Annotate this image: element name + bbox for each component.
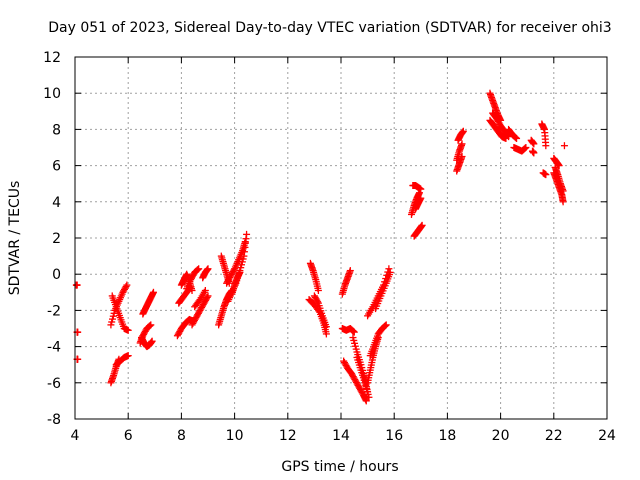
data-point bbox=[555, 162, 563, 170]
data-point bbox=[350, 328, 358, 336]
x-tick-label: 24 bbox=[598, 428, 616, 444]
data-point bbox=[124, 352, 132, 360]
data-point bbox=[511, 133, 519, 141]
y-tick-label: 0 bbox=[52, 267, 61, 283]
data-point bbox=[204, 265, 212, 273]
data-point bbox=[230, 266, 238, 274]
data-point bbox=[122, 283, 130, 291]
data-points bbox=[72, 89, 568, 405]
chart-title: Day 051 of 2023, Sidereal Day-to-day VTE… bbox=[48, 20, 611, 36]
data-point bbox=[322, 323, 330, 331]
data-point bbox=[204, 292, 212, 300]
y-tick-label: -2 bbox=[47, 303, 61, 319]
data-point bbox=[520, 145, 528, 153]
x-tick-label: 16 bbox=[385, 428, 403, 444]
y-tick-label: -6 bbox=[47, 376, 61, 392]
y-tick-label: -4 bbox=[47, 340, 61, 356]
data-point bbox=[346, 267, 354, 275]
x-tick-label: 6 bbox=[124, 428, 133, 444]
x-tick-label: 10 bbox=[226, 428, 244, 444]
data-point bbox=[149, 288, 157, 296]
y-tick-label: 6 bbox=[52, 159, 61, 175]
data-point bbox=[194, 265, 202, 273]
data-point bbox=[542, 171, 550, 179]
data-point bbox=[195, 265, 203, 273]
data-point bbox=[381, 322, 389, 330]
data-point bbox=[559, 198, 567, 206]
data-point bbox=[203, 293, 211, 301]
y-tick-label: -8 bbox=[47, 412, 61, 428]
y-tick-label: 10 bbox=[43, 86, 61, 102]
data-point bbox=[362, 397, 370, 405]
data-point bbox=[365, 393, 373, 401]
y-tick-label: 12 bbox=[43, 50, 61, 66]
data-point bbox=[559, 187, 567, 195]
axis-ticks bbox=[74, 56, 608, 420]
y-tick-label: 4 bbox=[52, 195, 61, 211]
data-point bbox=[201, 286, 209, 294]
x-tick-label: 4 bbox=[71, 428, 80, 444]
data-point bbox=[188, 286, 196, 294]
x-tick-label: 20 bbox=[492, 428, 510, 444]
x-tick-label: 8 bbox=[177, 428, 186, 444]
data-point bbox=[458, 140, 466, 148]
data-point bbox=[386, 268, 394, 276]
data-point bbox=[522, 144, 530, 151]
data-point bbox=[236, 268, 244, 276]
data-point bbox=[147, 321, 155, 329]
y-axis-label: SDTVAR / TECUs bbox=[7, 181, 23, 296]
data-point bbox=[530, 140, 538, 148]
data-point bbox=[146, 322, 154, 330]
data-point bbox=[243, 230, 251, 238]
data-point bbox=[322, 330, 330, 338]
data-point bbox=[459, 127, 467, 135]
data-point bbox=[193, 266, 201, 274]
data-point bbox=[513, 134, 521, 142]
data-point bbox=[124, 326, 132, 334]
y-tick-label: 2 bbox=[52, 231, 61, 247]
data-point bbox=[381, 322, 389, 330]
data-point bbox=[521, 144, 529, 152]
data-point bbox=[314, 286, 322, 294]
x-tick-label: 22 bbox=[545, 428, 563, 444]
x-tick-label: 14 bbox=[332, 428, 350, 444]
data-point bbox=[417, 185, 425, 193]
data-point bbox=[560, 142, 568, 150]
x-axis-label: GPS time / hours bbox=[281, 459, 398, 475]
data-point bbox=[314, 298, 322, 306]
data-point bbox=[382, 321, 390, 329]
data-point bbox=[145, 322, 153, 330]
data-point bbox=[417, 194, 425, 202]
x-tick-label: 18 bbox=[438, 428, 456, 444]
grid-lines bbox=[75, 57, 607, 419]
data-point bbox=[148, 337, 156, 345]
data-point bbox=[349, 327, 357, 335]
data-point bbox=[123, 281, 131, 289]
data-point bbox=[530, 149, 538, 157]
data-point bbox=[418, 221, 426, 229]
data-point bbox=[542, 142, 550, 150]
y-tick-label: 8 bbox=[52, 122, 61, 138]
data-point bbox=[350, 327, 358, 335]
data-point bbox=[512, 134, 520, 142]
x-tick-label: 12 bbox=[279, 428, 297, 444]
